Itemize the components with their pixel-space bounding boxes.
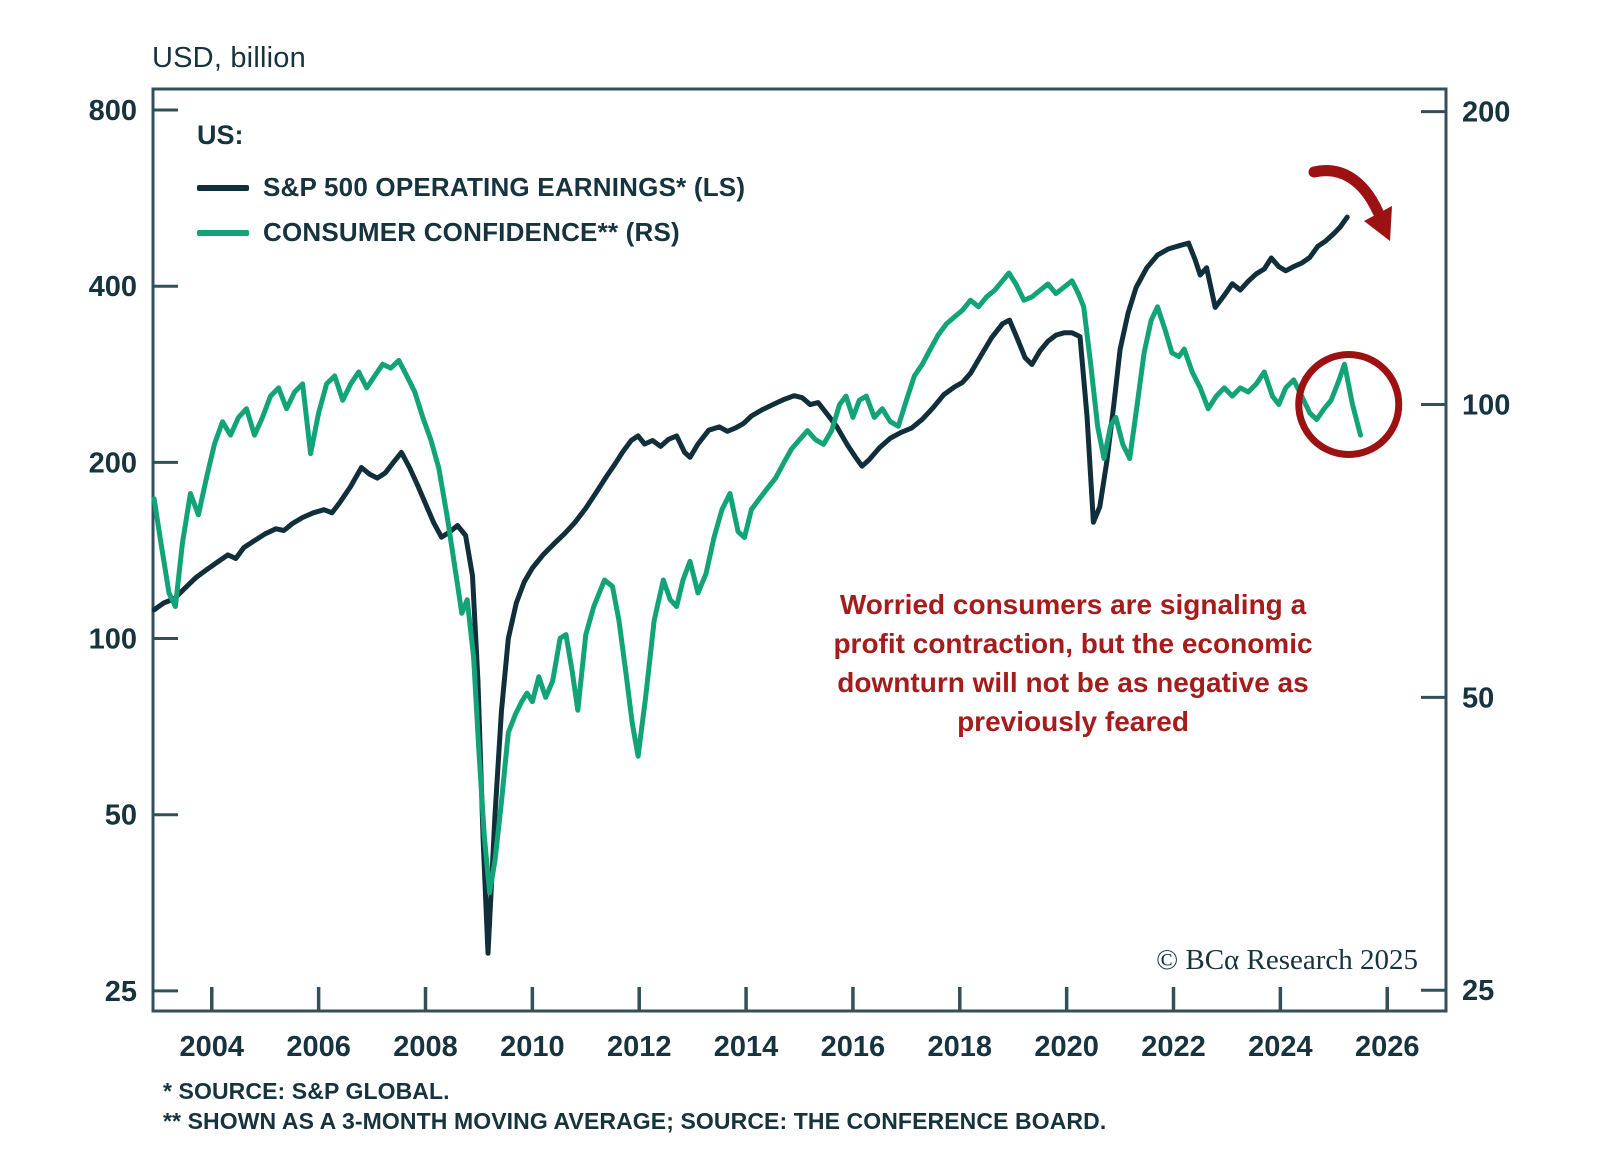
y-left-tick-label: 25: [105, 976, 137, 1008]
chart-title: USD, billion: [152, 42, 306, 74]
annotation-line: previously feared: [957, 706, 1189, 737]
earnings-line: [151, 214, 1350, 956]
down-arrow-icon: [1308, 165, 1384, 218]
x-tick-label: 2012: [607, 1031, 672, 1063]
legend-group-label: US:: [197, 120, 244, 150]
x-tick-label: 2008: [393, 1031, 458, 1063]
annotation-line: profit contraction, but the economic: [833, 628, 1313, 659]
confidence-line: [151, 270, 1363, 896]
footnote-source-2: ** SHOWN AS A 3-MONTH MOVING AVERAGE; SO…: [163, 1108, 1107, 1134]
y-right-tick-label: 50: [1462, 682, 1494, 714]
legend: US: S&P 500 OPERATING EARNINGS* (LS) CON…: [197, 120, 745, 255]
y-right-tick-label: 100: [1462, 389, 1510, 421]
annotation-line: downturn will not be as negative as: [837, 667, 1309, 698]
y-left-tick-label: 100: [89, 624, 137, 656]
annotation-line: Worried consumers are signaling a: [839, 589, 1307, 620]
x-tick-label: 2010: [500, 1031, 565, 1063]
x-tick-label: 2026: [1355, 1031, 1420, 1063]
down-arrow-head-icon: [1364, 206, 1392, 241]
legend-label-confidence: CONSUMER CONFIDENCE** (RS): [263, 217, 680, 247]
plot-frame: [151, 87, 1448, 1013]
x-tick-label: 2004: [180, 1031, 245, 1063]
x-tick-label: 2016: [821, 1031, 886, 1063]
confidence-line-swatch: [197, 229, 249, 236]
y-left-tick-label: 400: [89, 271, 137, 303]
x-tick-label: 2024: [1248, 1031, 1313, 1063]
x-tick-label: 2014: [714, 1031, 779, 1063]
earnings-line-swatch: [197, 184, 249, 191]
highlight-circle-icon: [1295, 350, 1403, 458]
x-tick-label: 2018: [928, 1031, 993, 1063]
x-tick-label: 2020: [1034, 1031, 1099, 1063]
y-left-tick-label: 800: [89, 95, 137, 127]
x-tick-label: 2022: [1141, 1031, 1206, 1063]
legend-label-earnings: S&P 500 OPERATING EARNINGS* (LS): [263, 172, 746, 202]
footnote-source-1: * SOURCE: S&P GLOBAL.: [163, 1078, 450, 1104]
copyright-credit: © BCα Research 2025: [1156, 944, 1418, 976]
x-tick-label: 2006: [286, 1031, 351, 1063]
y-right-tick-label: 200: [1462, 97, 1510, 129]
footnotes: * SOURCE: S&P GLOBAL. ** SHOWN AS A 3-MO…: [163, 1076, 1106, 1136]
annotation-text: Worried consumers are signaling a profit…: [793, 585, 1353, 741]
y-right-tick-label: 25: [1462, 975, 1494, 1007]
y-left-tick-label: 200: [89, 447, 137, 479]
legend-item-earnings: S&P 500 OPERATING EARNINGS* (LS): [197, 165, 745, 210]
legend-item-confidence: CONSUMER CONFIDENCE** (RS): [197, 210, 745, 255]
y-left-tick-label: 50: [105, 800, 137, 832]
